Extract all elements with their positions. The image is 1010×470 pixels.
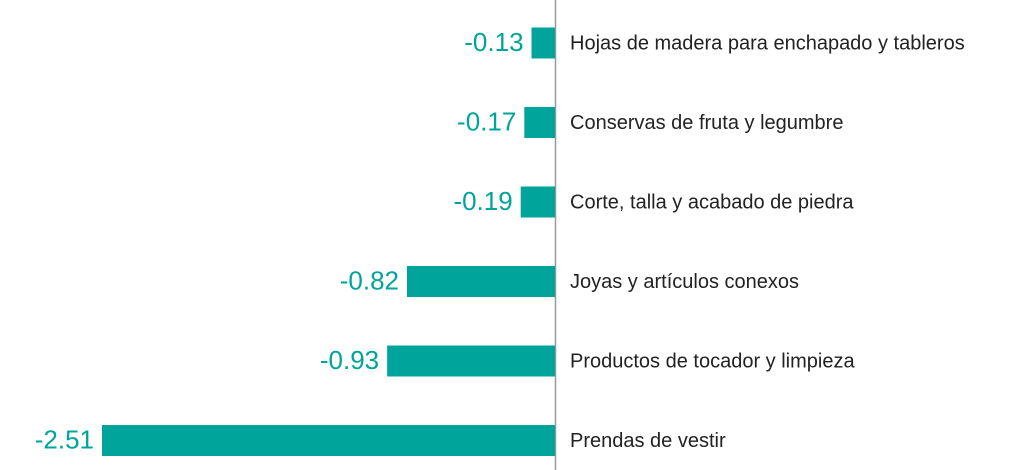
category-label: Hojas de madera para enchapado y tablero… (570, 32, 965, 54)
bar (387, 345, 555, 377)
category-label: Conservas de fruta y legumbre (570, 112, 843, 134)
value-label: -0.13 (464, 27, 523, 57)
bar (531, 27, 555, 59)
value-label: -0.19 (453, 186, 512, 216)
bar (407, 266, 555, 297)
category-label: Joyas y artículos conexos (570, 271, 799, 293)
category-label: Productos de tocador y limpieza (570, 350, 855, 372)
bar (520, 186, 555, 218)
bar (524, 107, 555, 138)
value-label: -2.51 (35, 424, 94, 454)
value-label: -0.93 (320, 345, 379, 375)
bar (102, 425, 555, 456)
value-label: -0.82 (340, 265, 399, 295)
value-label: -0.17 (457, 106, 516, 136)
category-label: Corte, talla y acabado de piedra (570, 191, 854, 213)
category-label: Prendas de vestir (570, 430, 726, 452)
